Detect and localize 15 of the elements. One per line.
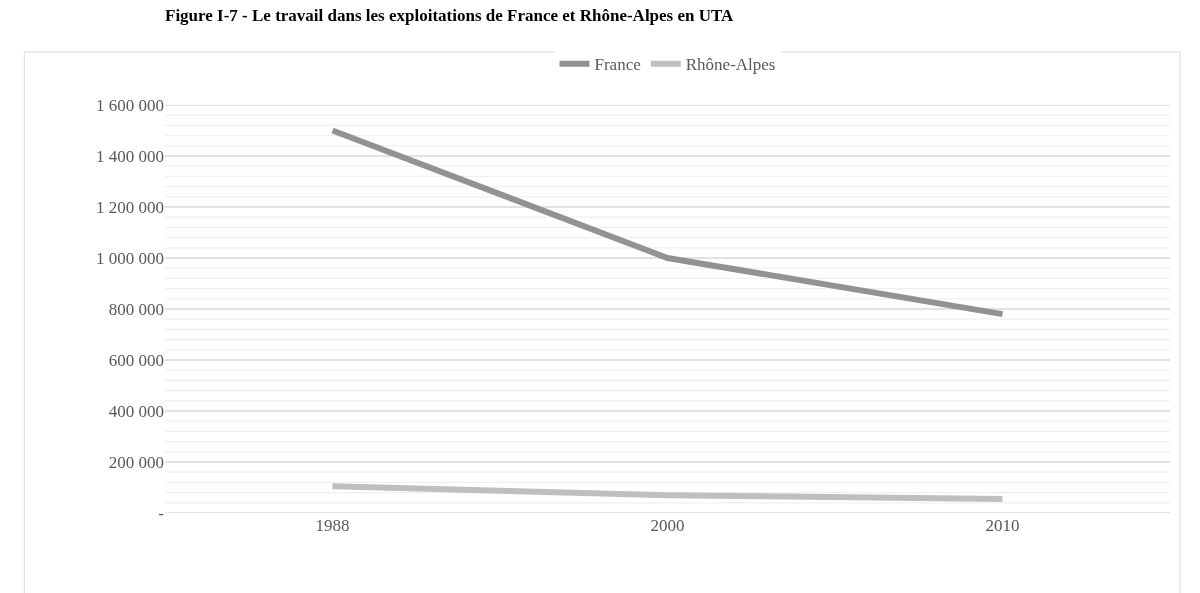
x-tick-label: 1988: [315, 516, 350, 535]
y-tick-label: 200 000: [108, 452, 164, 472]
y-tick-label: 1 000 000: [96, 248, 164, 268]
x-tick-label: 2000: [650, 516, 685, 535]
y-tick-label: 800 000: [108, 299, 164, 319]
y-tick-label: 1 200 000: [96, 197, 164, 217]
y-tick-label: 1 600 000: [96, 95, 164, 115]
legend-label: Rhône-Alpes: [685, 55, 776, 75]
y-tick-label: 1 400 000: [96, 146, 164, 166]
x-tick-label: 2010: [985, 516, 1020, 535]
y-tick-label: 600 000: [108, 350, 164, 370]
y-tick-label: 400 000: [108, 401, 164, 421]
legend-label: France: [594, 55, 641, 75]
y-tick-label: -: [158, 503, 165, 523]
chart-title: Figure I-7 - Le travail dans les exploitations de France et Rhône-Alpes en UTA: [165, 5, 735, 25]
